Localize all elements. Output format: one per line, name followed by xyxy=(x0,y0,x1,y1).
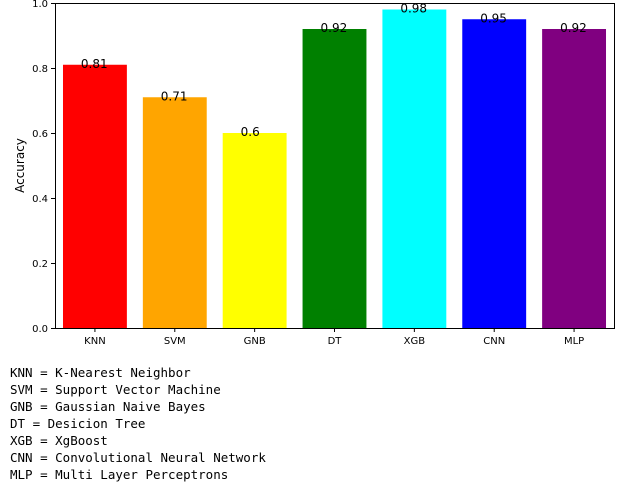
legend-line: GNB = Gaussian Naive Bayes xyxy=(10,399,206,414)
bar-cnn xyxy=(462,19,527,328)
bar-xgb xyxy=(382,9,447,328)
legend-line: SVM = Support Vector Machine xyxy=(10,382,221,397)
value-label-cnn: 0.95 xyxy=(480,11,507,25)
x-tick-label-xgb: XGB xyxy=(404,336,426,347)
x-tick-label-mlp: MLP xyxy=(564,336,584,347)
legend-line: MLP = Multi Layer Perceptrons xyxy=(10,467,229,482)
legend-line: KNN = K-Nearest Neighbor xyxy=(10,365,191,380)
y-tick-label: 0.6 xyxy=(32,129,48,140)
bar-knn xyxy=(62,64,127,328)
y-axis-label: Accuracy xyxy=(13,138,27,193)
legend-line: DT = Desicion Tree xyxy=(10,416,146,431)
abbreviation-legend: KNN = K-Nearest Neighbor SVM = Support Ve… xyxy=(10,364,266,483)
x-tick-label-svm: SVM xyxy=(164,336,186,347)
bar-chart: 0.81 0.71 0.6 0.92 0.98 0.95 0.92 0.0 0.2 0.4 0.6… xyxy=(13,0,615,347)
y-tick-label: 0.0 xyxy=(32,324,48,335)
value-label-dt: 0.92 xyxy=(321,21,348,35)
value-label-xgb: 0.98 xyxy=(400,2,427,16)
x-tick-label-knn: KNN xyxy=(84,336,106,347)
bar-dt xyxy=(302,29,367,328)
value-labels-layer: 0.81 0.71 0.6 0.92 0.98 0.95 0.92 xyxy=(81,2,587,140)
value-label-knn: 0.81 xyxy=(81,57,108,71)
bars-layer xyxy=(62,9,607,328)
bar-svm xyxy=(142,97,207,328)
y-axis-ticks: 0.0 0.2 0.4 0.6 0.8 1.0 xyxy=(32,0,55,335)
x-axis-ticks: KNN SVM GNB DT XGB CNN MLP xyxy=(84,328,584,347)
y-tick-label: 0.2 xyxy=(32,259,48,270)
y-tick-label: 1.0 xyxy=(32,0,48,10)
bar-mlp xyxy=(542,29,607,328)
y-tick-label: 0.8 xyxy=(32,64,48,75)
x-tick-label-gnb: GNB xyxy=(244,336,266,347)
value-label-mlp: 0.92 xyxy=(560,21,587,35)
x-tick-label-cnn: CNN xyxy=(483,336,505,347)
bar-gnb xyxy=(222,133,287,328)
x-tick-label-dt: DT xyxy=(328,336,343,347)
value-label-svm: 0.71 xyxy=(161,89,188,103)
y-tick-label: 0.4 xyxy=(32,194,48,205)
legend-line: XGB = XgBoost xyxy=(10,433,108,448)
legend-line: CNN = Convolutional Neural Network xyxy=(10,450,266,465)
value-label-gnb: 0.6 xyxy=(241,125,260,139)
